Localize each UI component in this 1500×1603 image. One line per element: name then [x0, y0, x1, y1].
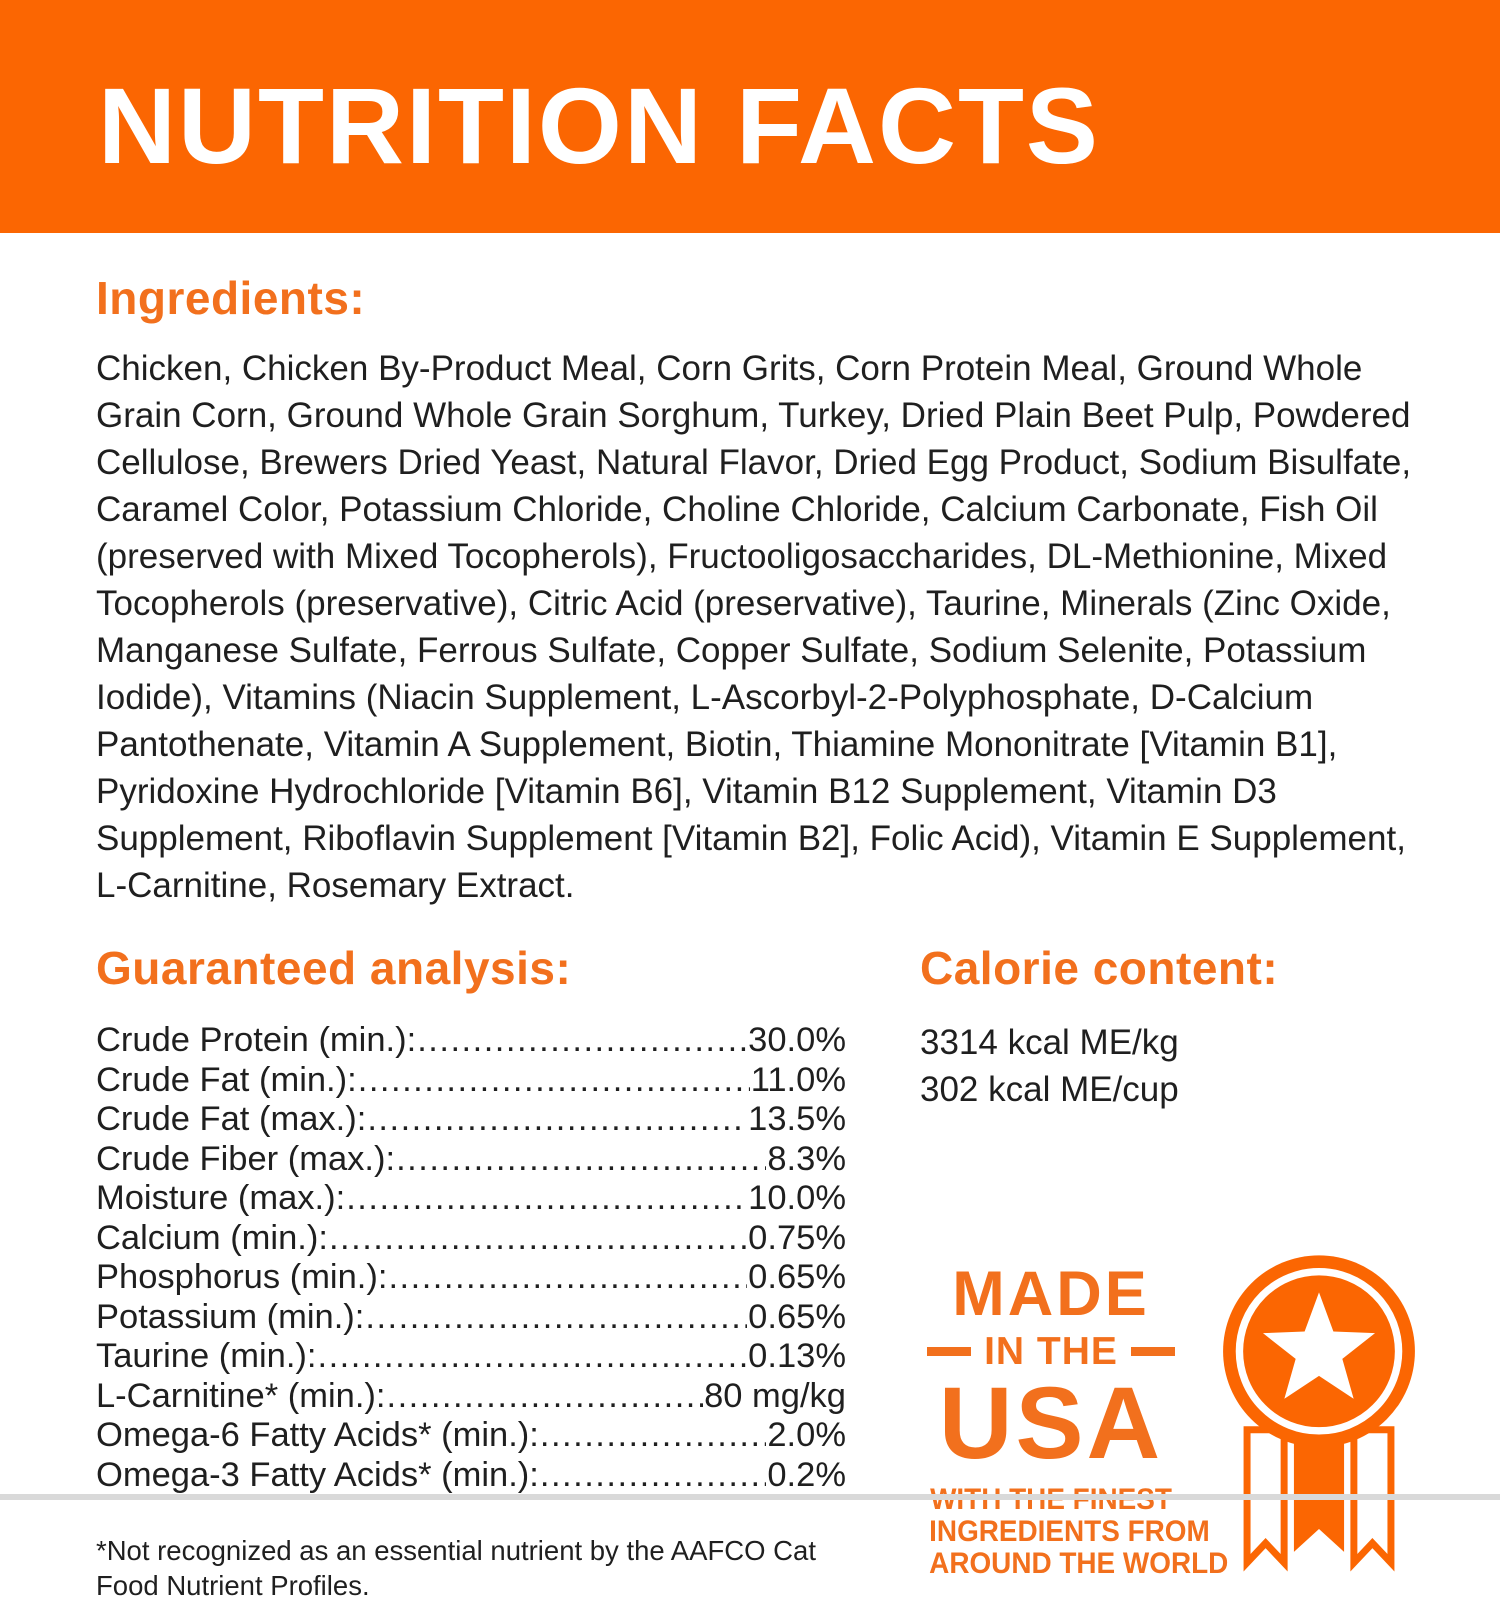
dash-left	[927, 1347, 972, 1356]
dot-leader	[417, 1021, 747, 1061]
nutrient-label: Calcium (min.):	[96, 1218, 328, 1257]
table-row: Omega-3 Fatty Acids* (min.): 0.2%	[96, 1456, 846, 1496]
page-title: NUTRITION FACTS	[98, 65, 1100, 186]
in-the-label: IN THE	[984, 1330, 1118, 1373]
nutrient-label: L-Carnitine* (min.):	[96, 1376, 386, 1415]
nutrient-label: Omega-6 Fatty Acids* (min.):	[96, 1416, 539, 1454]
dot-leader	[317, 1337, 747, 1377]
calorie-content-heading: Calorie content:	[920, 942, 1279, 994]
guaranteed-analysis-heading: Guaranteed analysis:	[96, 942, 572, 994]
dot-leader	[388, 1258, 747, 1298]
nutrient-value: 10.0%	[748, 1179, 846, 1217]
calorie-kg-value: 3314 kcal ME/kg	[920, 1023, 1179, 1062]
table-row: Crude Fat (max.): 13.5%	[96, 1100, 846, 1140]
right-column: Calorie content: 3314 kcal ME/kg 302 kca…	[920, 941, 1428, 1603]
ingredients-heading: Ingredients:	[96, 272, 366, 324]
nutrient-value: 80 mg/kg	[704, 1376, 846, 1415]
ingredients-text: Chicken, Chicken By-Product Meal, Corn G…	[96, 349, 1412, 905]
dash-right	[1130, 1347, 1175, 1356]
nutrient-value: 2.0%	[767, 1416, 846, 1454]
made-in-usa-badge: MADE IN THE USA WITH THE FINEST INGREDIE…	[920, 1255, 1428, 1580]
nutrient-value: 0.2%	[767, 1455, 846, 1494]
nutrient-value: 0.65%	[748, 1258, 846, 1296]
guaranteed-analysis-section: Guaranteed analysis: Crude Protein (min.…	[96, 941, 846, 1603]
dot-leader	[367, 1100, 747, 1140]
nutrient-label: Omega-3 Fatty Acids* (min.):	[96, 1455, 539, 1494]
table-row: Crude Protein (min.): 30.0%	[96, 1021, 846, 1061]
table-row: Taurine (min.): 0.13%	[96, 1337, 846, 1377]
nutrient-label: Taurine (min.):	[96, 1337, 317, 1375]
nutrient-label: Crude Protein (min.):	[96, 1021, 417, 1059]
nutrient-value: 11.0%	[750, 1060, 846, 1099]
title-band: NUTRITION FACTS	[0, 0, 1500, 233]
nutrient-value: 8.3%	[767, 1139, 846, 1178]
nutrient-value: 0.75%	[748, 1218, 846, 1257]
dot-leader	[387, 1377, 704, 1417]
aafco-footnote: *Not recognized as an essential nutrient…	[96, 1535, 816, 1601]
table-row: Potassium (min.): 0.65%	[96, 1298, 846, 1338]
calorie-content-values: 3314 kcal ME/kg 302 kcal ME/cup	[920, 1019, 1428, 1113]
nutrient-label: Potassium (min.):	[96, 1297, 365, 1336]
table-row: Crude Fiber (max.): 8.3%	[96, 1140, 846, 1180]
nutrient-label: Crude Fiber (max.):	[96, 1139, 396, 1178]
table-row: Crude Fat (min.): 11.0%	[96, 1061, 846, 1101]
bottom-edge-strip	[0, 1494, 1500, 1500]
table-row: Omega-6 Fatty Acids* (min.): 2.0%	[96, 1416, 846, 1456]
table-row: Calcium (min.): 0.75%	[96, 1219, 846, 1259]
dot-leader	[540, 1456, 766, 1496]
label-content: Ingredients: Chicken, Chicken By-Product…	[0, 271, 1500, 1603]
made-label: MADE	[952, 1259, 1150, 1329]
nutrient-value: 0.65%	[748, 1297, 846, 1336]
nutrient-label: Crude Fat (max.):	[96, 1100, 367, 1138]
nutrient-label: Moisture (max.):	[96, 1179, 346, 1217]
lower-columns: Guaranteed analysis: Crude Protein (min.…	[96, 941, 1415, 1603]
award-ribbon-star-icon	[1210, 1251, 1428, 1578]
nutrient-value: 13.5%	[748, 1100, 846, 1138]
tagline-line: INGREDIENTS FROM	[929, 1514, 1210, 1548]
table-row: Moisture (max.): 10.0%	[96, 1179, 846, 1219]
nutrient-value: 30.0%	[748, 1021, 846, 1059]
calorie-cup-value: 302 kcal ME/cup	[920, 1070, 1179, 1109]
nutrient-label: Phosphorus (min.):	[96, 1258, 388, 1296]
dot-leader	[346, 1179, 747, 1219]
dot-leader	[358, 1061, 750, 1101]
tagline-line: AROUND THE WORLD	[929, 1546, 1229, 1580]
dot-leader	[540, 1416, 766, 1456]
dot-leader	[329, 1219, 747, 1259]
usa-label: USA	[938, 1366, 1164, 1480]
in-the-label-row: IN THE	[920, 1332, 1182, 1371]
nutrient-label: Crude Fat (min.):	[96, 1060, 357, 1099]
made-in-usa-text: MADE IN THE USA WITH THE FINEST INGREDIE…	[920, 1259, 1229, 1580]
table-row: L-Carnitine* (min.): 80 mg/kg	[96, 1377, 846, 1417]
nutrient-value: 0.13%	[748, 1337, 846, 1375]
guaranteed-analysis-table: Crude Protein (min.): 30.0% Crude Fat (mi…	[96, 1021, 846, 1495]
table-row: Phosphorus (min.): 0.65%	[96, 1258, 846, 1298]
dot-leader	[365, 1298, 747, 1338]
dot-leader	[396, 1140, 766, 1180]
